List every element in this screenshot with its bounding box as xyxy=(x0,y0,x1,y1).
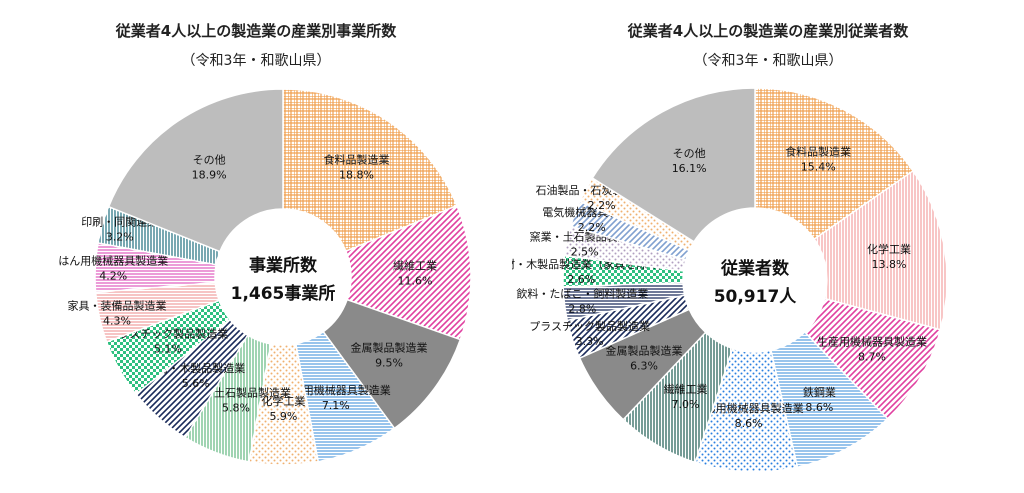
donut-chart-employees: 食料品製造業 15.4% 化学工業 13.8% 生産用機械器具製造業 8.7% 鉄鋼業 8.6… xyxy=(512,87,948,473)
center-label: 従業者数 xyxy=(720,258,790,279)
slice-value-label: 2.6% xyxy=(567,273,595,286)
slice-value-label: 3.3% xyxy=(576,335,604,348)
slice-value-label: 15.4% xyxy=(801,161,836,174)
slice-value-label: 18.9% xyxy=(192,169,227,182)
slice-value-label: 8.6% xyxy=(735,417,763,430)
slice-name-label: 化学工業 xyxy=(261,394,305,408)
pie-slice xyxy=(107,88,284,253)
slice-name-label: その他 xyxy=(193,154,226,167)
center-value: 1,465事業所 xyxy=(231,283,336,304)
slice-value-label: 5.9% xyxy=(269,410,297,423)
pie-slice xyxy=(754,87,915,241)
slice-value-label: 7.0% xyxy=(671,398,699,411)
slice-value-label: 8.7% xyxy=(858,350,886,363)
center-label: 事業所数 xyxy=(249,255,318,276)
chart-subtitle: （令和3年・和歌山県） xyxy=(181,53,331,69)
slice-value-label: 11.6% xyxy=(397,275,432,288)
slice-value-label: 9.5% xyxy=(375,357,403,370)
slice-name-label: はん用機械器具製造業 xyxy=(58,253,168,267)
donut-hole xyxy=(685,210,825,350)
slice-value-label: 6.3% xyxy=(630,360,658,373)
chart-panel-employees: 従業者4人以上の製造業の産業別従業者数 （令和3年・和歌山県） 食料品製造業 15… xyxy=(512,0,1024,493)
slice-name-label: 生産用機械器具製造業 xyxy=(817,334,927,348)
slice-value-label: 18.8% xyxy=(339,168,374,181)
slice-name-label: 家具・装備品製造業 xyxy=(67,299,166,313)
slice-value-label: 5.8% xyxy=(222,401,250,414)
donut-chart-establishments: 食料品製造業 18.8% 繊維工業 11.6% 金属製品製造業 9.5% 生産用機械器具製造… xyxy=(58,88,472,466)
slice-value-label: 5.1% xyxy=(154,343,182,356)
slice-name-label: 金属製品製造業 xyxy=(606,344,683,358)
slice-name-label: はん用機械器具製造業 xyxy=(694,401,804,415)
slice-name-label: 食料品製造業 xyxy=(324,152,390,166)
chart-title: 従業者4人以上の製造業の産業別従業者数 xyxy=(627,22,909,40)
slice-value-label: 8.6% xyxy=(805,401,833,414)
slice-name-label: 生産用機械器具製造業 xyxy=(281,383,391,397)
slice-value-label: 2.2% xyxy=(588,199,616,212)
slice-value-label: 7.1% xyxy=(322,399,350,412)
donut-hole xyxy=(217,211,349,343)
slice-value-label: 2.2% xyxy=(578,221,606,234)
pie-slice xyxy=(813,169,948,331)
slice-value-label: 2.8% xyxy=(568,303,596,316)
slice-name-label: 鉄鋼業 xyxy=(803,385,836,399)
slice-value-label: 2.5% xyxy=(571,245,599,258)
slice-name-label: 繊維工業 xyxy=(663,383,707,396)
slice-value-label: 5.6% xyxy=(182,377,210,390)
slice-name-label: 飲料・たばこ・飼料製造業 xyxy=(516,287,648,301)
slice-name-label: 食料品製造業 xyxy=(785,145,851,159)
slice-name-label: 化学工業 xyxy=(867,242,911,256)
chart-panel-establishments: 従業者4人以上の製造業の産業別事業所数 （令和3年・和歌山県） 食料品製造業 18… xyxy=(58,22,472,466)
slice-value-label: 3.2% xyxy=(106,231,134,244)
chart-subtitle: （令和3年・和歌山県） xyxy=(693,53,843,69)
chart-title: 従業者4人以上の製造業の産業別事業所数 xyxy=(115,22,397,40)
slice-value-label: 13.8% xyxy=(872,258,907,271)
pie-slice xyxy=(591,87,756,243)
slice-name-label: その他 xyxy=(673,147,706,160)
slice-value-label: 4.3% xyxy=(103,315,131,328)
slice-name-label: 金属製品製造業 xyxy=(351,341,428,355)
slice-name-label: プラスチック製品製造業 xyxy=(529,319,650,333)
pie-slice xyxy=(282,88,458,253)
slice-value-label: 16.1% xyxy=(672,162,707,175)
center-value: 50,917人 xyxy=(714,287,798,307)
slice-name-label: 繊維工業 xyxy=(393,260,437,273)
slice-value-label: 4.2% xyxy=(99,269,127,282)
